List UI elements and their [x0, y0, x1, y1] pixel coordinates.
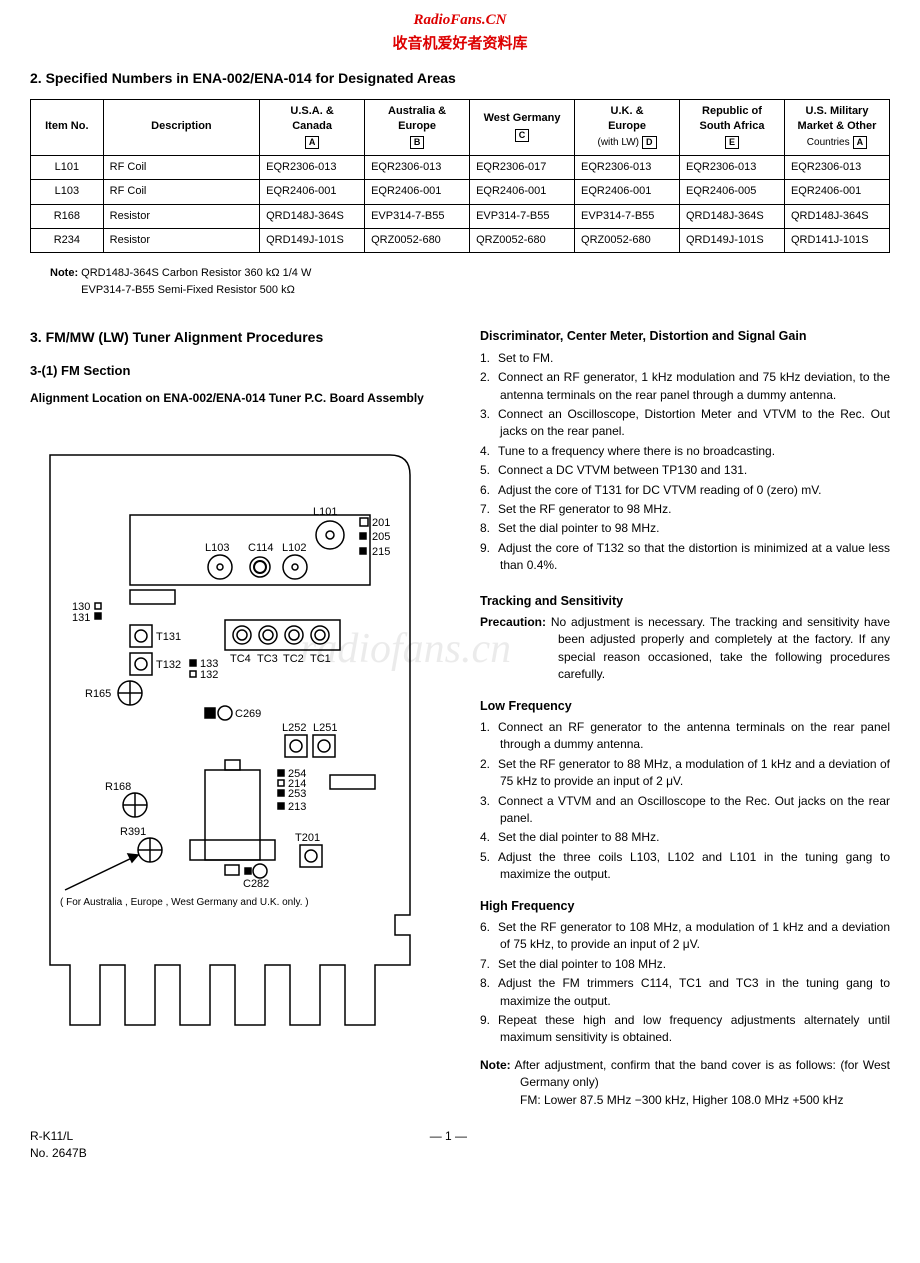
svg-text:215: 215: [372, 546, 390, 558]
svg-text:213: 213: [288, 801, 306, 813]
footer-model: R-K11/L: [30, 1128, 87, 1145]
footer-docno: No. 2647B: [30, 1145, 87, 1162]
th-desc: Description: [103, 99, 259, 155]
low-list: 1.Connect an RF generator to the antenna…: [480, 719, 890, 884]
list-item: 1.Connect an RF generator to the antenna…: [480, 719, 890, 754]
svg-text:R168: R168: [105, 781, 131, 793]
svg-text:C282: C282: [243, 878, 269, 890]
section3-title: 3. FM/MW (LW) Tuner Alignment Procedures: [30, 328, 450, 348]
svg-text:T201: T201: [295, 832, 320, 844]
high-list: 6.Set the RF generator to 108 MHz, a mod…: [480, 919, 890, 1047]
svg-text:TC3: TC3: [257, 653, 278, 665]
th-item: Item No.: [31, 99, 104, 155]
list-item: 6.Set the RF generator to 108 MHz, a mod…: [480, 919, 890, 954]
svg-text:131: 131: [72, 612, 90, 624]
table-row: R168ResistorQRD148J-364SEVP314-7-B55EVP3…: [31, 204, 890, 228]
list-item: 3.Connect an Oscilloscope, Distortion Me…: [480, 406, 890, 441]
table-row: L103RF CoilEQR2406-001EQR2406-001EQR2406…: [31, 180, 890, 204]
tracking-heading: Tracking and Sensitivity: [480, 593, 890, 611]
svg-text:201: 201: [372, 517, 390, 529]
svg-text:L103: L103: [205, 542, 229, 554]
board-desc: Alignment Location on ENA-002/ENA-014 Tu…: [30, 390, 450, 407]
list-item: 2.Set the RF generator to 88 MHz, a modu…: [480, 756, 890, 791]
th-usm: U.S. Military Market & Other Countries A: [784, 99, 889, 155]
table-note: Note: QRD148J-364S Carbon Resistor 360 k…: [50, 265, 890, 298]
svg-text:C114: C114: [248, 542, 273, 554]
svg-text:T132: T132: [156, 659, 181, 671]
high-note-sub: FM: Lower 87.5 MHz −300 kHz, Higher 108.…: [480, 1092, 890, 1109]
high-heading: High Frequency: [480, 898, 890, 916]
th-wg: West Germany C: [470, 99, 575, 155]
list-item: 7.Set the dial pointer to 108 MHz.: [480, 956, 890, 973]
disc-heading: Discriminator, Center Meter, Distortion …: [480, 328, 890, 346]
list-item: 9.Adjust the core of T132 so that the di…: [480, 540, 890, 575]
list-item: 4.Set the dial pointer to 88 MHz.: [480, 829, 890, 846]
precaution: Precaution: No adjustment is necessary. …: [480, 614, 890, 684]
svg-text:TC2: TC2: [283, 653, 304, 665]
svg-text:C269: C269: [235, 708, 261, 720]
list-item: 8.Set the dial pointer to 98 MHz.: [480, 520, 890, 537]
header-banner: RadioFans.CN 收音机爱好者资料库: [30, 10, 890, 54]
list-item: 3.Connect a VTVM and an Oscilloscope to …: [480, 793, 890, 828]
list-item: 8.Adjust the FM trimmers C114, TC1 and T…: [480, 975, 890, 1010]
svg-text:132: 132: [200, 669, 218, 681]
list-item: 2.Connect an RF generator, 1 kHz modulat…: [480, 369, 890, 404]
footer-page: — 1 —: [87, 1128, 810, 1162]
low-heading: Low Frequency: [480, 698, 890, 716]
parts-table: Item No. Description U.S.A. & Canada A A…: [30, 99, 890, 254]
high-note: Note: After adjustment, confirm that the…: [480, 1057, 890, 1092]
svg-text:T131: T131: [156, 631, 181, 643]
svg-text:R391: R391: [120, 826, 146, 838]
svg-text:L102: L102: [282, 542, 306, 554]
list-item: 7.Set the RF generator to 98 MHz.: [480, 501, 890, 518]
list-item: 5.Connect a DC VTVM between TP130 and 13…: [480, 462, 890, 479]
list-item: 5.Adjust the three coils L103, L102 and …: [480, 849, 890, 884]
table-row: L101RF CoilEQR2306-013EQR2306-013EQR2306…: [31, 155, 890, 179]
section2-title: 2. Specified Numbers in ENA-002/ENA-014 …: [30, 69, 890, 89]
section3-sub: 3-(1) FM Section: [30, 362, 450, 380]
svg-text:TC1: TC1: [310, 653, 331, 665]
banner-chinese: 收音机爱好者资料库: [30, 33, 890, 54]
th-aus: Australia & Europe B: [365, 99, 470, 155]
svg-text:TC4: TC4: [230, 653, 251, 665]
pcb-diagram: L101 201 205 215 L103 C114 L102 130 131 …: [30, 425, 430, 1045]
footer: R-K11/L No. 2647B — 1 —: [30, 1128, 890, 1162]
th-usa: U.S.A. & Canada A: [260, 99, 365, 155]
list-item: 9.Repeat these high and low frequency ad…: [480, 1012, 890, 1047]
list-item: 1.Set to FM.: [480, 350, 890, 367]
svg-text:R165: R165: [85, 688, 111, 700]
svg-text:L101: L101: [313, 506, 337, 518]
th-uk: U.K. & Europe (with LW) D: [575, 99, 680, 155]
list-item: 4.Tune to a frequency where there is no …: [480, 443, 890, 460]
svg-text:253: 253: [288, 788, 306, 800]
list-item: 6.Adjust the core of T131 for DC VTVM re…: [480, 482, 890, 499]
svg-text:( For Australia , Europe , Wes: ( For Australia , Europe , West Germany …: [60, 897, 309, 908]
svg-text:205: 205: [372, 531, 390, 543]
th-rsa: Republic of South Africa E: [680, 99, 785, 155]
svg-text:L251: L251: [313, 722, 337, 734]
banner-english: RadioFans.CN: [30, 10, 890, 31]
table-row: R234ResistorQRD149J-101SQRZ0052-680QRZ00…: [31, 228, 890, 252]
disc-list: 1.Set to FM. 2.Connect an RF generator, 1…: [480, 350, 890, 575]
svg-text:L252: L252: [282, 722, 306, 734]
